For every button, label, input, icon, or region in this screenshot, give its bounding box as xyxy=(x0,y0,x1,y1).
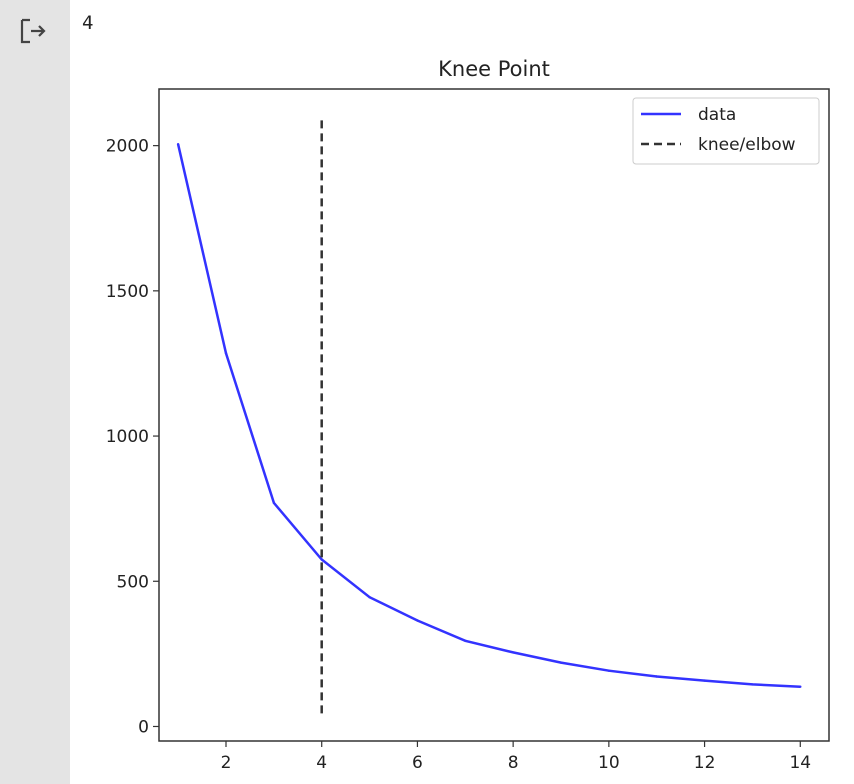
series-layer xyxy=(176,116,802,714)
x-tick-label: 12 xyxy=(694,753,716,773)
data-point xyxy=(799,685,802,688)
y-tick-label: 1500 xyxy=(106,282,149,302)
result-text: 4 xyxy=(82,12,94,34)
data-point xyxy=(655,675,658,678)
data-point xyxy=(511,651,515,654)
y-tick-label: 2000 xyxy=(106,137,149,157)
data-point xyxy=(703,679,706,682)
tick-layer: 2 4 6 8 10 12 14 0 500 1000 1500 2000 xyxy=(106,137,811,773)
data-point xyxy=(464,639,467,642)
data-point xyxy=(751,683,754,686)
x-tick-label: 2 xyxy=(221,753,232,773)
legend-label-data: data xyxy=(698,105,736,125)
x-tick-label: 6 xyxy=(412,753,423,773)
x-tick-label: 10 xyxy=(598,753,620,773)
plot-frame xyxy=(158,88,830,742)
chart-title: Knee Point xyxy=(438,57,550,81)
y-tick-label: 0 xyxy=(138,717,149,737)
data-point xyxy=(320,558,323,561)
data-point xyxy=(272,501,276,505)
cell-output: 4 Knee Point 2 4 6 8 10 12 14 0 500 1000 1500 2000 … xyxy=(70,0,854,784)
data-point xyxy=(368,596,371,599)
series-line-data xyxy=(176,143,801,688)
legend-label-knee: knee/elbow xyxy=(698,135,796,155)
output-gutter xyxy=(0,0,70,784)
data-point xyxy=(416,619,419,622)
data-point xyxy=(559,661,563,664)
x-tick-label: 8 xyxy=(508,753,519,773)
x-tick-label: 14 xyxy=(789,753,811,773)
x-tick-label: 4 xyxy=(316,753,327,773)
data-point xyxy=(607,669,611,672)
legend: data knee/elbow xyxy=(632,97,820,165)
y-tick-label: 1000 xyxy=(106,427,149,447)
knee-point-chart: Knee Point 2 4 6 8 10 12 14 0 500 1000 1500 2000 da… xyxy=(106,57,830,773)
data-point xyxy=(224,352,228,355)
y-tick-label: 500 xyxy=(117,572,149,592)
output-arrow-icon[interactable] xyxy=(17,15,49,47)
data-point xyxy=(176,143,180,146)
